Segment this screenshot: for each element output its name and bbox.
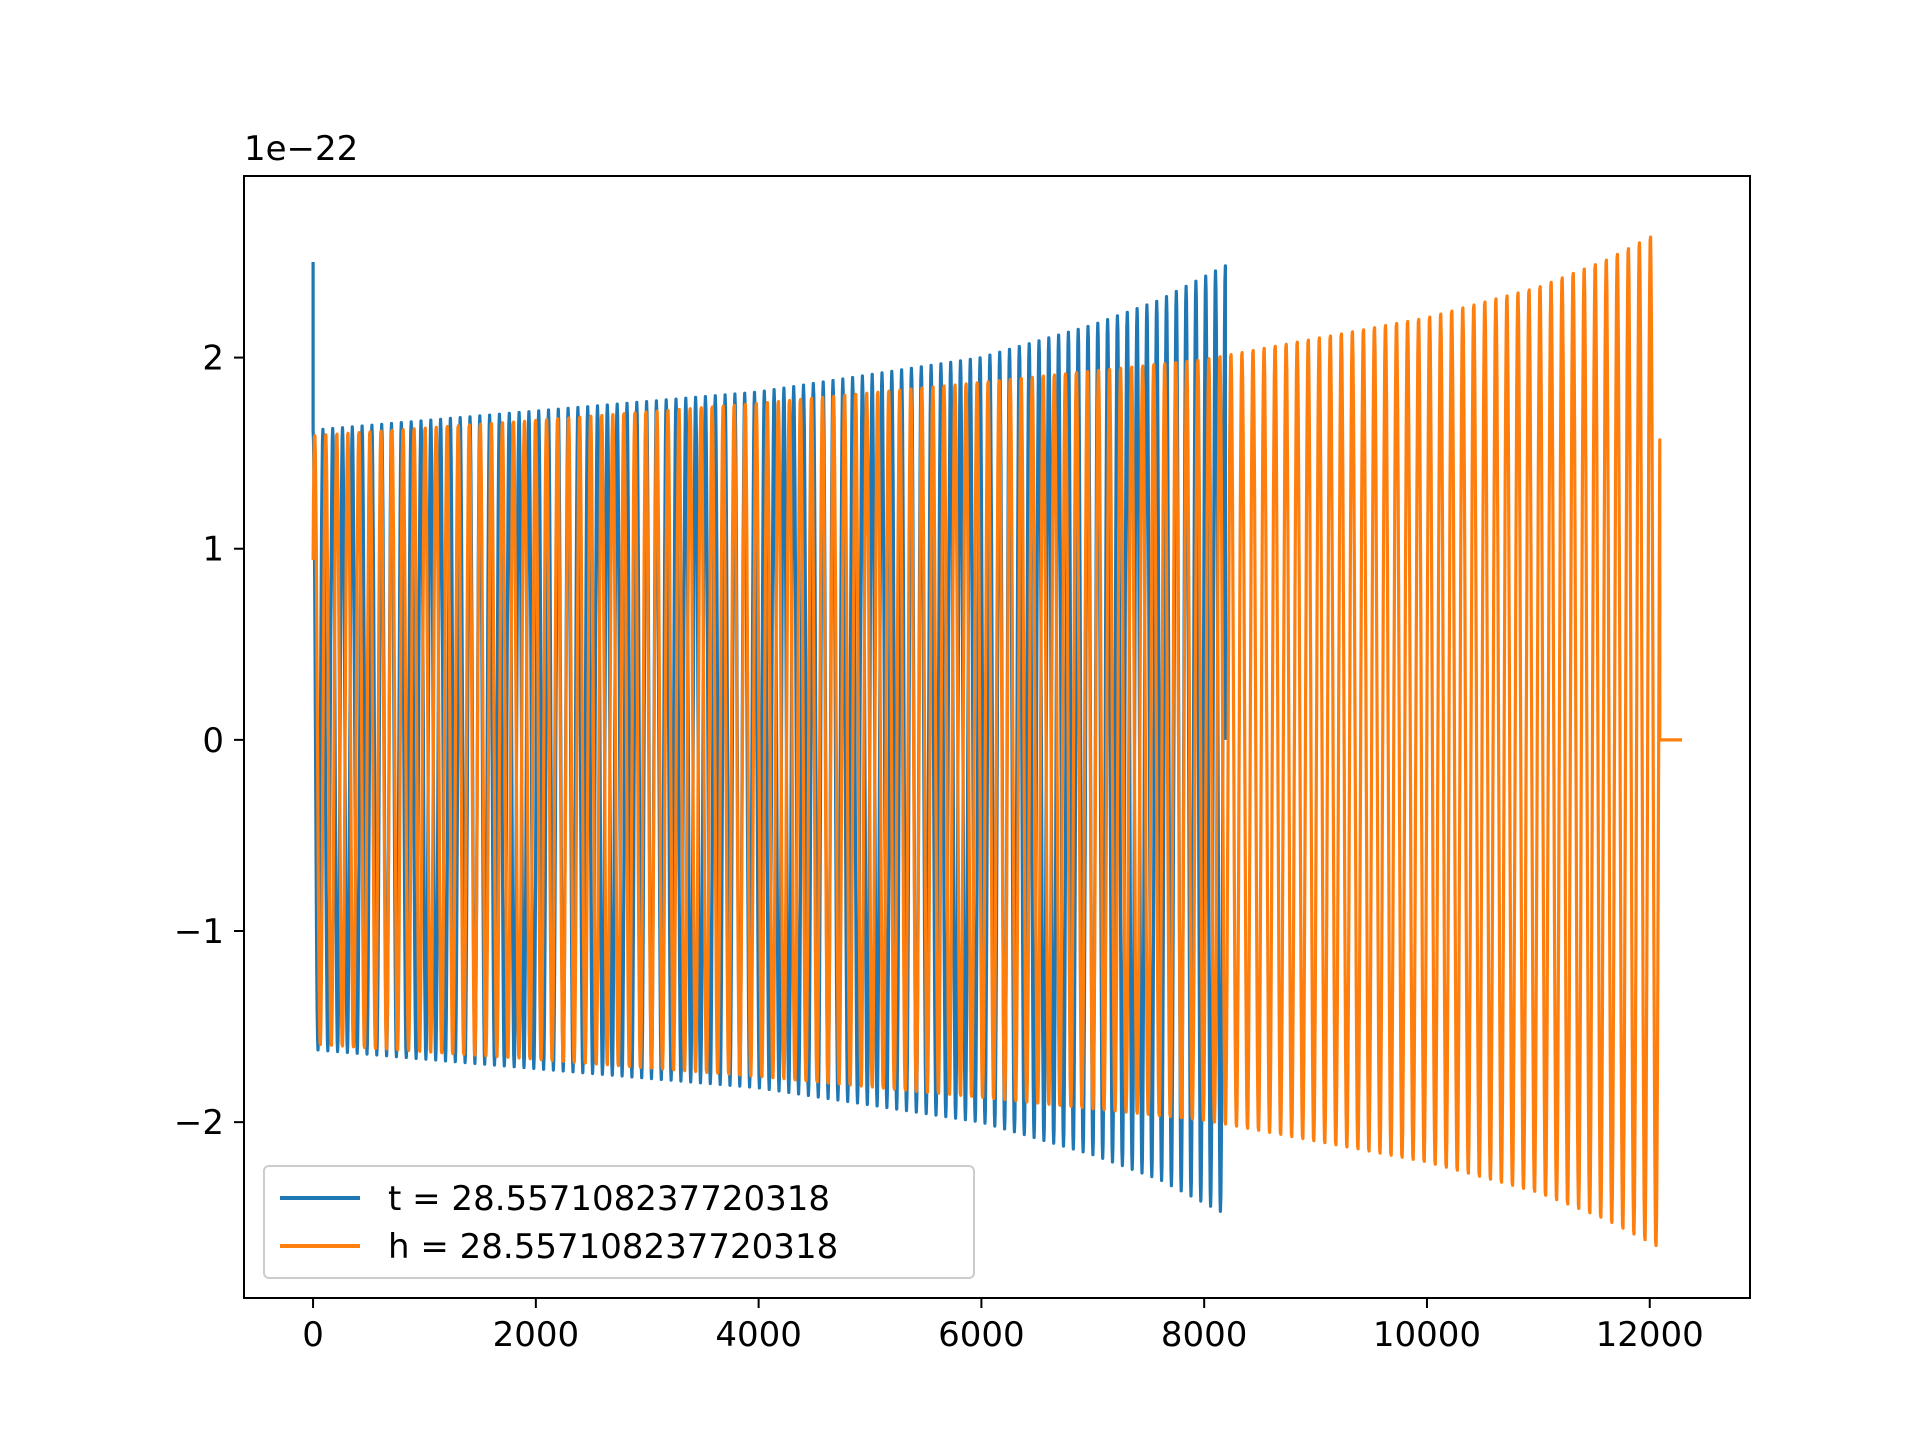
x-axis-ticks: 0 2000 4000 6000 8000 10000 12000 bbox=[302, 1298, 1704, 1355]
legend-label-2: h = 28.557108237720318 bbox=[388, 1227, 838, 1267]
x-tick-label: 8000 bbox=[1161, 1315, 1248, 1355]
y-offset-label: 1e−22 bbox=[244, 129, 358, 169]
series-line-2 bbox=[311, 235, 1683, 1248]
y-tick-label: 0 bbox=[202, 721, 224, 761]
x-tick-label: 6000 bbox=[938, 1315, 1025, 1355]
legend-box bbox=[263, 1165, 975, 1279]
x-tick-label: 4000 bbox=[715, 1315, 802, 1355]
plot-frame bbox=[243, 175, 1751, 1299]
x-tick-label: 2000 bbox=[493, 1315, 580, 1355]
x-tick-label: 0 bbox=[302, 1315, 324, 1355]
y-axis-ticks: −2 −1 0 1 2 bbox=[174, 339, 244, 1143]
series-layer bbox=[311, 235, 1683, 1248]
y-tick-label: −1 bbox=[174, 912, 224, 952]
legend-label-1: t = 28.557108237720318 bbox=[388, 1179, 830, 1219]
x-tick-label: 12000 bbox=[1596, 1315, 1704, 1355]
y-tick-label: −2 bbox=[174, 1103, 224, 1143]
y-tick-label: 1 bbox=[202, 530, 224, 570]
legend: t = 28.557108237720318 h = 28.55710823772… bbox=[263, 1165, 975, 1279]
y-tick-label: 2 bbox=[202, 339, 224, 379]
x-tick-label: 10000 bbox=[1373, 1315, 1481, 1355]
